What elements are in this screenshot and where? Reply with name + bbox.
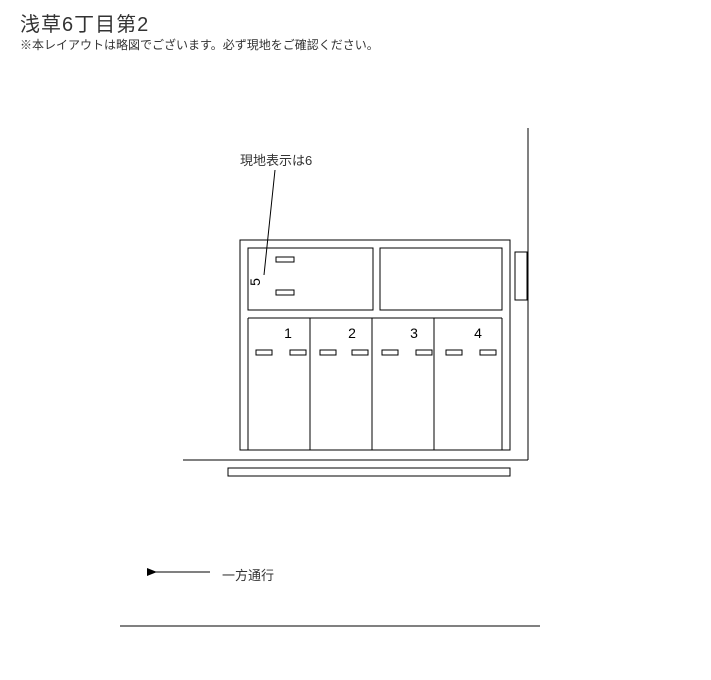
svg-text:5: 5 bbox=[247, 278, 263, 286]
svg-text:2: 2 bbox=[348, 325, 356, 341]
svg-text:3: 3 bbox=[410, 325, 418, 341]
svg-text:4: 4 bbox=[474, 325, 482, 341]
svg-text:1: 1 bbox=[284, 325, 292, 341]
parking-diagram: 5 1 2 3 4 bbox=[0, 0, 711, 680]
